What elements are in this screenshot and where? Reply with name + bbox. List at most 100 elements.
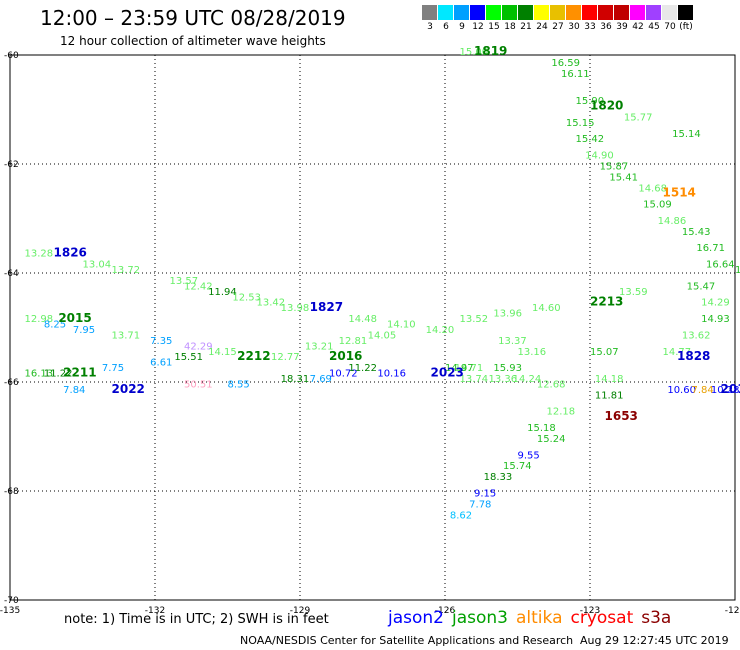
swh-value-label: 11.22 bbox=[348, 363, 377, 374]
lon-tick-label: -126 bbox=[435, 606, 456, 616]
swh-value-label: 13.71 bbox=[112, 330, 141, 341]
swh-value-label: 15.47 bbox=[687, 281, 716, 292]
track-time-label: 1514 bbox=[663, 186, 696, 200]
swh-value-label: 12.68 bbox=[537, 379, 566, 390]
swh-value-label: 15.74 bbox=[503, 461, 532, 472]
footer-note: note: 1) Time is in UTC; 2) SWH is in fe… bbox=[64, 612, 329, 627]
legend-swatch bbox=[486, 5, 502, 20]
swh-value-label: 12.42 bbox=[184, 281, 213, 292]
track-time-label: 1819 bbox=[474, 44, 507, 58]
swh-value-label: 8.25 bbox=[44, 320, 66, 331]
swh-value-label: 15.94 bbox=[735, 265, 740, 276]
legend-label: 24 bbox=[536, 22, 548, 32]
swh-value-label: 14.48 bbox=[348, 314, 377, 325]
swh-value-label: 11.81 bbox=[595, 390, 624, 401]
swh-value-label: 15.00 bbox=[460, 47, 489, 58]
track-time-label: 1820 bbox=[590, 99, 623, 113]
track-time-label: 2015 bbox=[58, 311, 91, 325]
legend-swatch bbox=[678, 5, 694, 20]
swh-value-label: 14.90 bbox=[585, 151, 614, 162]
swh-value-label: 13.36 bbox=[489, 374, 518, 385]
track-time-label: 2016 bbox=[329, 349, 362, 363]
track-time-label: 2212 bbox=[237, 349, 270, 363]
map-frame bbox=[9, 54, 736, 601]
lat-tick-label: -68 bbox=[4, 487, 19, 497]
swh-value-label: 15.24 bbox=[537, 434, 566, 445]
swh-value-label: 15.14 bbox=[672, 129, 701, 140]
legend-label: 39 bbox=[616, 22, 628, 32]
track-time-label: 2023 bbox=[431, 366, 464, 380]
swh-value-label: 11.94 bbox=[208, 287, 237, 298]
legend-label: 27 bbox=[552, 22, 564, 32]
legend-label: 30 bbox=[568, 22, 580, 32]
lat-tick-label: -64 bbox=[4, 269, 19, 279]
swh-value-label: 13.28 bbox=[25, 249, 54, 260]
swh-value-label: 7.95 bbox=[73, 325, 95, 336]
swh-value-label: 15.09 bbox=[643, 200, 672, 211]
swh-value-label: 16.59 bbox=[551, 58, 580, 69]
legend-swatch bbox=[566, 5, 582, 20]
legend-labels: 3 6 9 12 15 18 21 24 27 30 33 36 39 42 45 70 (ft) bbox=[422, 22, 694, 32]
lat-tick-label: -62 bbox=[4, 160, 19, 170]
page-title: 12:00 – 23:59 UTC 08/28/2019 bbox=[40, 6, 346, 30]
lat-tick-label: -66 bbox=[4, 378, 19, 388]
swh-value-label: 7.78 bbox=[469, 499, 491, 510]
swh-value-label: 7.84 bbox=[63, 385, 85, 396]
swh-value-label: 12.77 bbox=[271, 352, 300, 363]
swh-value-label: 13.74 bbox=[460, 374, 489, 385]
legend-swatches bbox=[422, 5, 694, 20]
swh-value-label: 42.29 bbox=[184, 341, 213, 352]
swh-value-label: 18.31 bbox=[281, 374, 310, 385]
swh-value-label: 13.16 bbox=[518, 347, 547, 358]
swh-value-label: 13.72 bbox=[112, 265, 141, 276]
swh-value-label: 7.84 bbox=[692, 385, 714, 396]
legend-label: 18 bbox=[504, 22, 516, 32]
track-time-label: 2211 bbox=[63, 366, 96, 380]
legend-label: 6 bbox=[443, 22, 449, 32]
satellite-jason2: jason2 bbox=[388, 608, 444, 628]
legend-label: 42 bbox=[632, 22, 644, 32]
track-time-label: 1827 bbox=[310, 300, 343, 314]
track-time-label: 1828 bbox=[677, 349, 710, 363]
swh-value-label: 7.35 bbox=[150, 336, 172, 347]
legend-swatch bbox=[550, 5, 566, 20]
legend-label: 9 bbox=[459, 22, 465, 32]
swh-value-label: 9.55 bbox=[518, 450, 540, 461]
swh-value-label: 16.71 bbox=[696, 243, 725, 254]
lon-tick-label: -123 bbox=[580, 606, 600, 616]
legend-swatch bbox=[646, 5, 662, 20]
legend-label: 33 bbox=[584, 22, 596, 32]
track-time-label: 2213 bbox=[590, 295, 623, 309]
swh-value-label: 7.75 bbox=[102, 363, 124, 374]
swh-value-label: 13.96 bbox=[493, 309, 522, 320]
legend-label: 36 bbox=[600, 22, 612, 32]
swh-value-label: 13.42 bbox=[257, 298, 286, 309]
swh-value-label: 15.15 bbox=[566, 118, 595, 129]
track-time-label: 1653 bbox=[605, 409, 638, 423]
swh-value-label: 14.86 bbox=[658, 216, 687, 227]
swh-value-label: 6.61 bbox=[150, 358, 172, 369]
swh-value-label: 10.16 bbox=[377, 369, 406, 380]
track-time-label: 2017 bbox=[721, 382, 740, 396]
swh-value-label: 7.69 bbox=[310, 374, 332, 385]
swh-value-label: 15.87 bbox=[600, 161, 629, 172]
swh-value-label: 13.59 bbox=[619, 287, 648, 298]
swh-value-label: 13.57 bbox=[170, 276, 199, 287]
legend-swatch bbox=[630, 5, 646, 20]
swh-value-label: 15.43 bbox=[682, 227, 711, 238]
swh-value-label: 15.77 bbox=[624, 112, 653, 123]
swh-value-label: 15.93 bbox=[493, 363, 522, 374]
legend-swatch bbox=[454, 5, 470, 20]
track-time-label: 2022 bbox=[112, 382, 145, 396]
swh-value-label: 15.07 bbox=[590, 347, 619, 358]
legend-swatch bbox=[662, 5, 678, 20]
swh-value-label: 11.22 bbox=[44, 369, 73, 380]
swh-value-label: 13.37 bbox=[498, 336, 527, 347]
legend-label: 45 bbox=[648, 22, 660, 32]
swh-value-label: 15.51 bbox=[174, 352, 203, 363]
swh-value-label: 8.55 bbox=[228, 379, 250, 390]
legend-label: 12 bbox=[472, 22, 484, 32]
legend-swatch bbox=[438, 5, 454, 20]
swh-value-label: 14.15 bbox=[208, 347, 237, 358]
